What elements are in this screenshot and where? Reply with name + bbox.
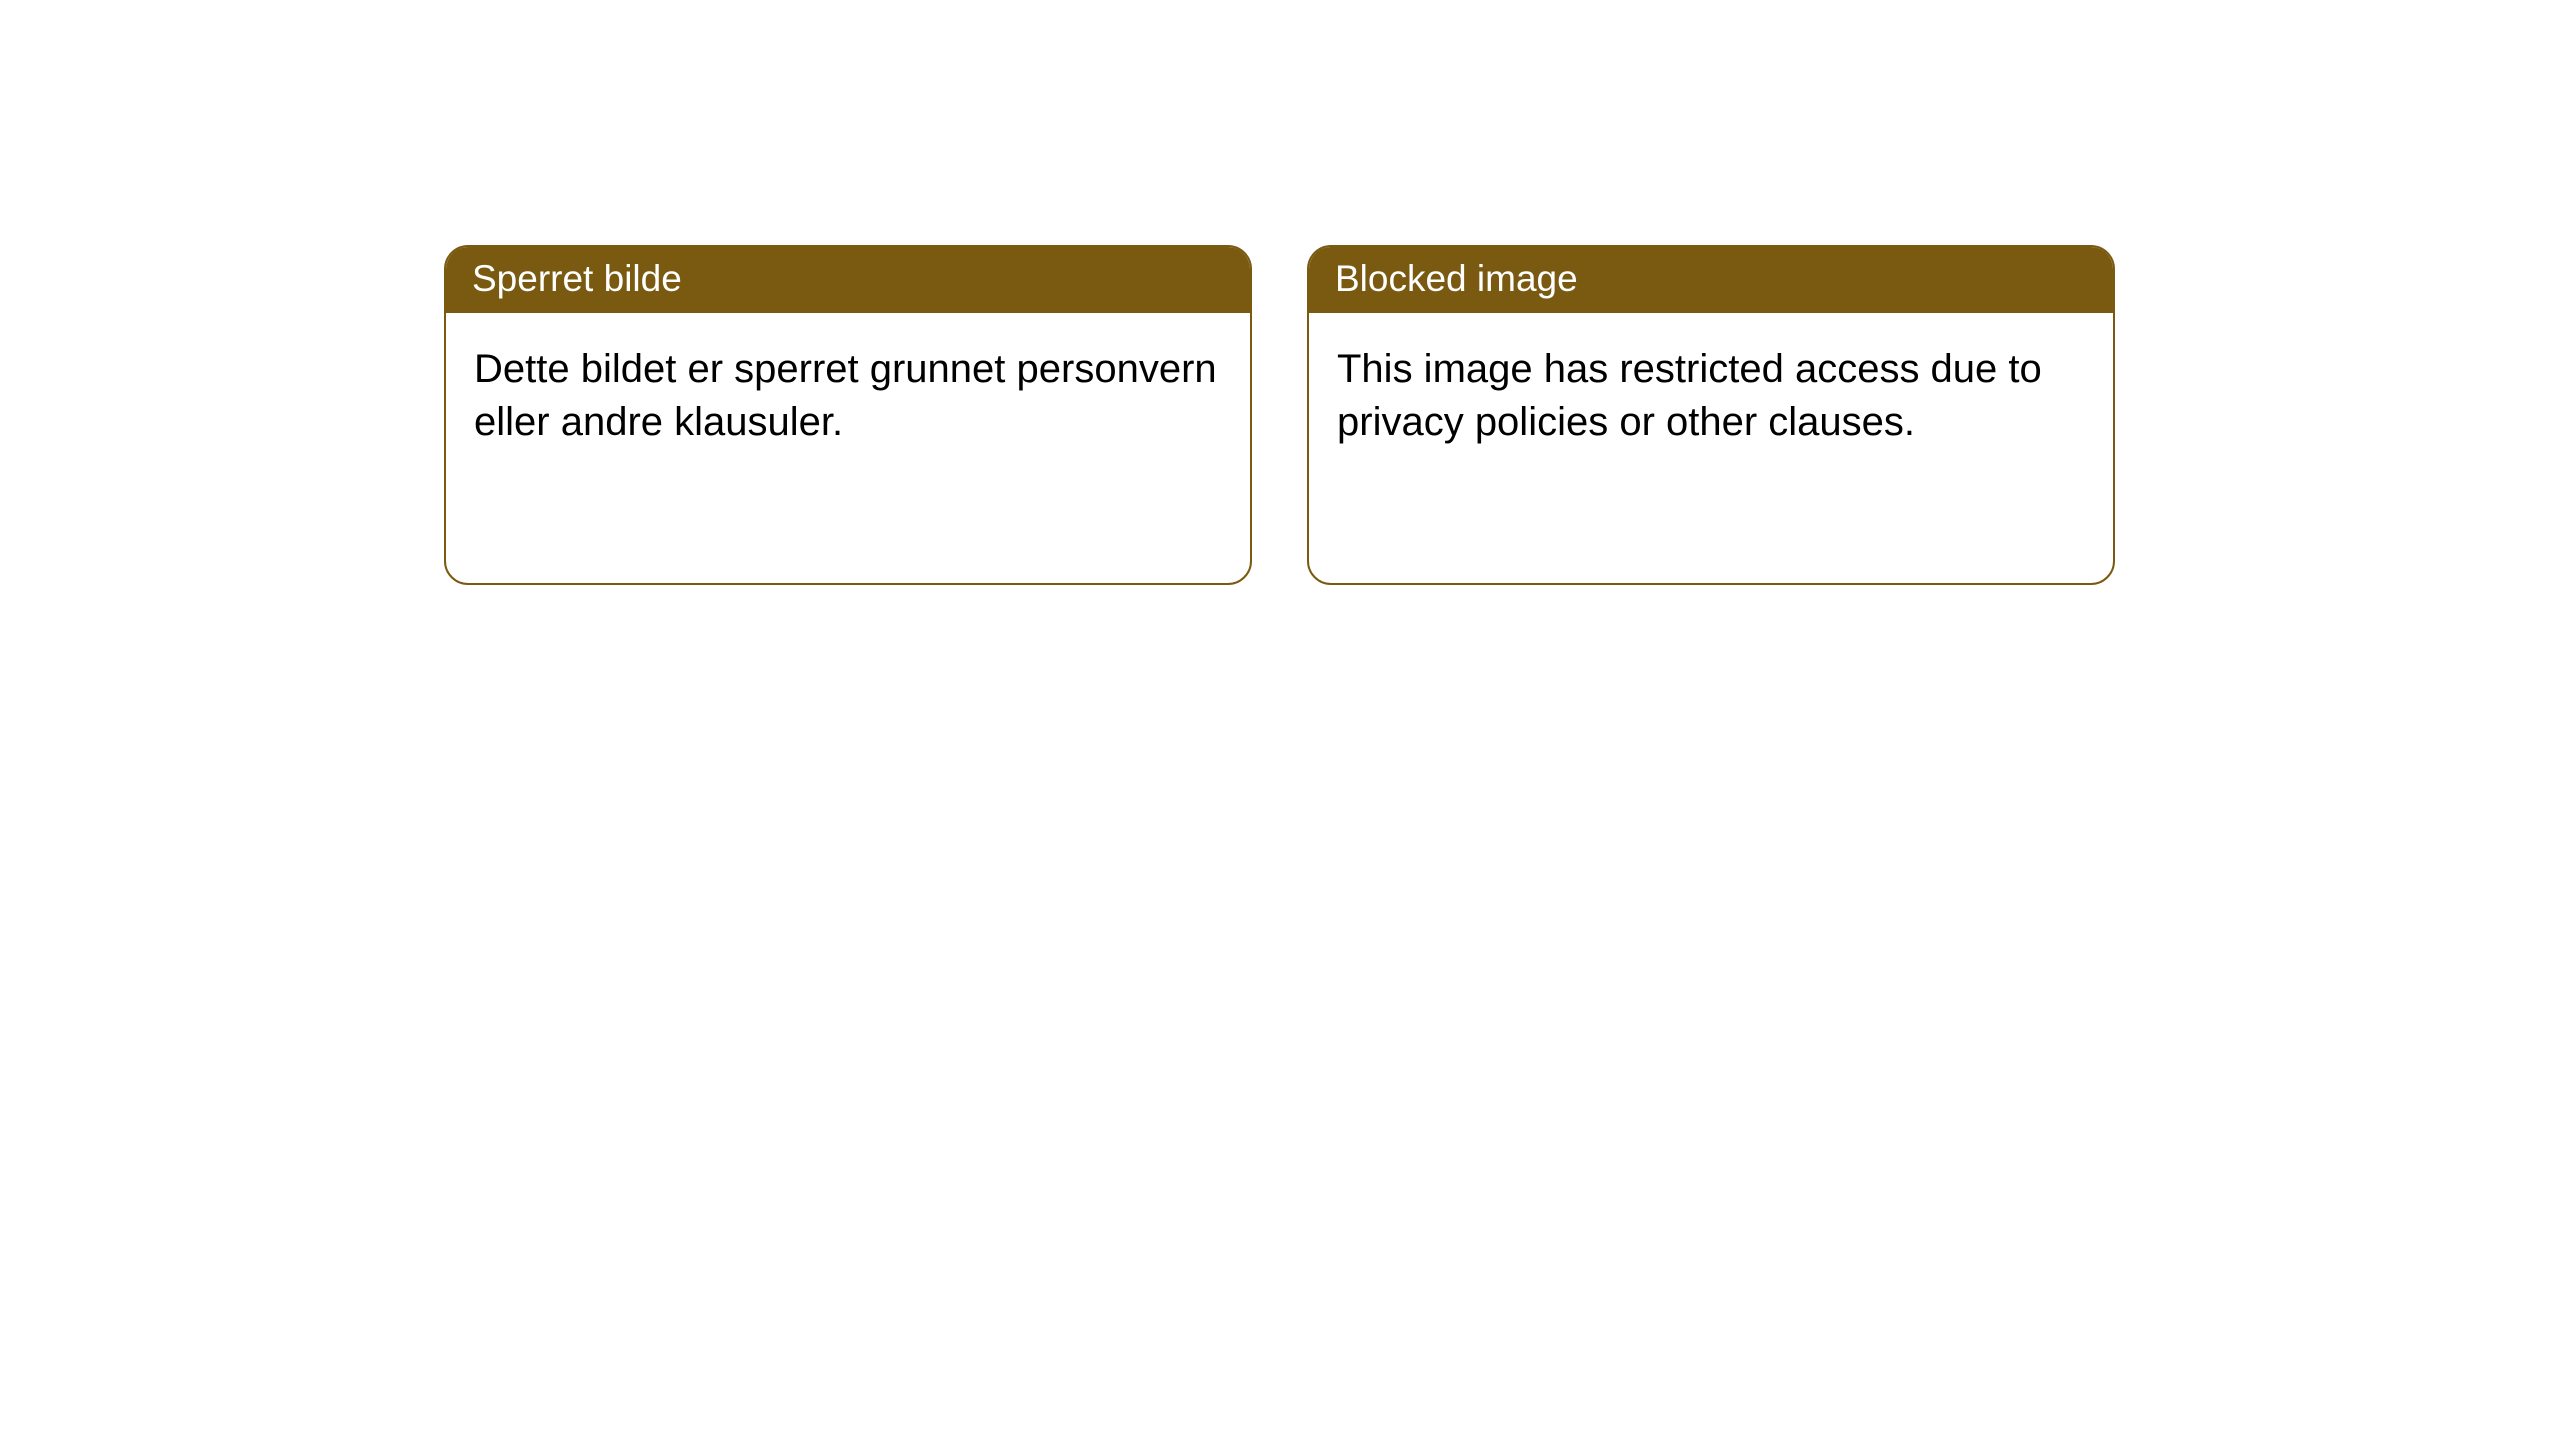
blocked-image-notices: Sperret bilde Dette bildet er sperret gr… [0,0,2560,585]
notice-card-no: Sperret bilde Dette bildet er sperret gr… [444,245,1252,585]
notice-title: Sperret bilde [446,247,1250,313]
notice-body: Dette bildet er sperret grunnet personve… [446,313,1250,479]
notice-body: This image has restricted access due to … [1309,313,2113,479]
notice-card-en: Blocked image This image has restricted … [1307,245,2115,585]
notice-title: Blocked image [1309,247,2113,313]
